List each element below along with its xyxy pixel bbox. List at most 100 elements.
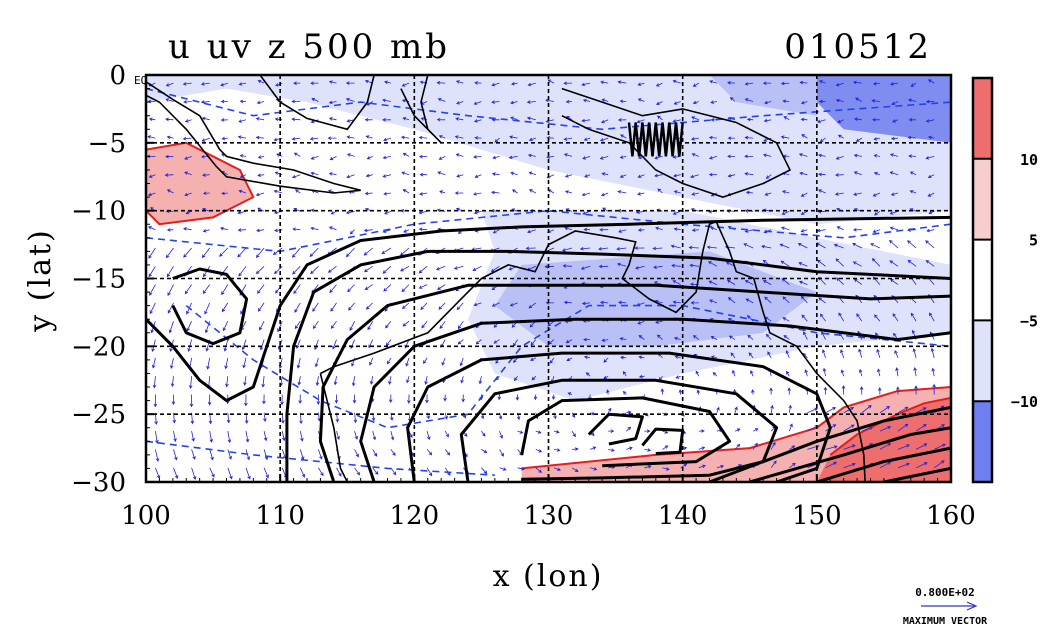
wind-vector [908, 154, 917, 158]
wind-vector [311, 97, 319, 102]
wind-vector [892, 119, 899, 123]
wind-vector [436, 81, 446, 85]
wind-vector [789, 445, 796, 450]
wind-vector [835, 173, 844, 177]
wind-vector [365, 173, 373, 178]
wind-vector [836, 226, 844, 231]
wind-vector [364, 191, 373, 196]
wind-vector [551, 394, 556, 400]
coastline [400, 75, 442, 144]
wind-vector [912, 347, 917, 359]
wind-vector [838, 312, 845, 322]
wind-vector [890, 136, 899, 141]
wind-vector [710, 336, 718, 340]
wind-vector [517, 467, 525, 471]
wind-vector [273, 189, 283, 194]
wind-vector [147, 99, 156, 104]
wind-vector [818, 153, 826, 158]
vector-legend-caption: MAXIMUM VECTOR [903, 616, 988, 627]
wind-vector [618, 300, 627, 305]
wind-vector [655, 320, 663, 324]
wind-vector [399, 247, 410, 256]
wind-vector [527, 153, 536, 158]
wind-vector [238, 82, 247, 86]
wind-vector [200, 100, 210, 104]
wind-vector [191, 467, 197, 481]
wind-vector [603, 357, 609, 363]
wind-vector [527, 229, 536, 234]
wind-vector [770, 404, 774, 413]
geopotential-contour [520, 396, 732, 468]
wind-vector [743, 243, 754, 249]
wind-vector [419, 172, 428, 177]
wind-vector [894, 350, 899, 359]
chart-title: u uv z 500 mb [168, 27, 450, 67]
shaded-region [146, 75, 951, 225]
wind-vector [444, 412, 448, 420]
wind-vector [874, 314, 881, 322]
wind-vector [366, 156, 373, 160]
y-tick-label: −20 [71, 332, 126, 362]
wind-vector [897, 406, 909, 414]
wind-vector [785, 350, 790, 359]
vector-legend-arrowhead [966, 601, 978, 611]
wind-vector [727, 318, 736, 322]
wind-vector [652, 246, 663, 251]
geopotential-contour [359, 317, 951, 482]
wind-vector [644, 448, 652, 452]
wind-vector [390, 467, 397, 476]
wind-vector [492, 229, 500, 234]
wind-vector [455, 80, 464, 84]
wind-vector [598, 247, 609, 251]
wind-vector [889, 153, 899, 157]
wind-vector [734, 443, 741, 450]
colorbar-segment [973, 158, 992, 240]
wind-vector [654, 173, 663, 178]
wind-vector [872, 117, 880, 122]
wind-vector [801, 314, 808, 322]
wind-vector [278, 357, 283, 370]
wind-vector [533, 394, 538, 401]
wind-vector [293, 152, 301, 157]
wind-vector [662, 445, 669, 450]
positive-contour-line [146, 141, 255, 226]
wind-vector [385, 320, 392, 329]
wind-vector [354, 430, 358, 440]
wind-vector [787, 387, 791, 395]
wind-vector [626, 426, 632, 432]
wind-vector [599, 156, 609, 160]
wind-vector [223, 339, 229, 352]
wind-vector [383, 284, 392, 292]
wind-vector [608, 429, 615, 433]
wind-vector [525, 246, 536, 251]
wind-vector [634, 265, 645, 270]
wind-vector [583, 227, 591, 232]
wind-vector [895, 367, 899, 377]
wind-vector [673, 101, 681, 105]
x-axis: 100 110 120 130 140 150 160 [121, 474, 976, 531]
wind-vector [752, 428, 759, 432]
wind-vector [275, 284, 283, 294]
plot-area [146, 75, 951, 482]
y-axis: 0 −5 −10 −15 −20 −25 −30 [71, 61, 154, 498]
wind-vector [607, 407, 612, 414]
wind-vector [727, 136, 735, 140]
wind-vector [418, 154, 428, 159]
wind-vector [294, 189, 301, 194]
wind-vector [856, 313, 863, 322]
colorbar-segment [973, 320, 992, 402]
wind-vector [491, 100, 500, 104]
wind-vector [390, 449, 396, 456]
wind-vector [781, 210, 790, 215]
wind-vector [620, 134, 627, 139]
wind-vector [263, 412, 267, 423]
wind-vector [473, 101, 482, 105]
wind-vector [209, 431, 213, 443]
wind-vector [818, 297, 826, 304]
wind-vector [461, 394, 465, 403]
wind-vector [910, 82, 917, 87]
wind-vector [913, 366, 917, 377]
wind-vector [915, 443, 928, 450]
wind-vector [656, 115, 663, 121]
wind-vector [257, 284, 265, 294]
